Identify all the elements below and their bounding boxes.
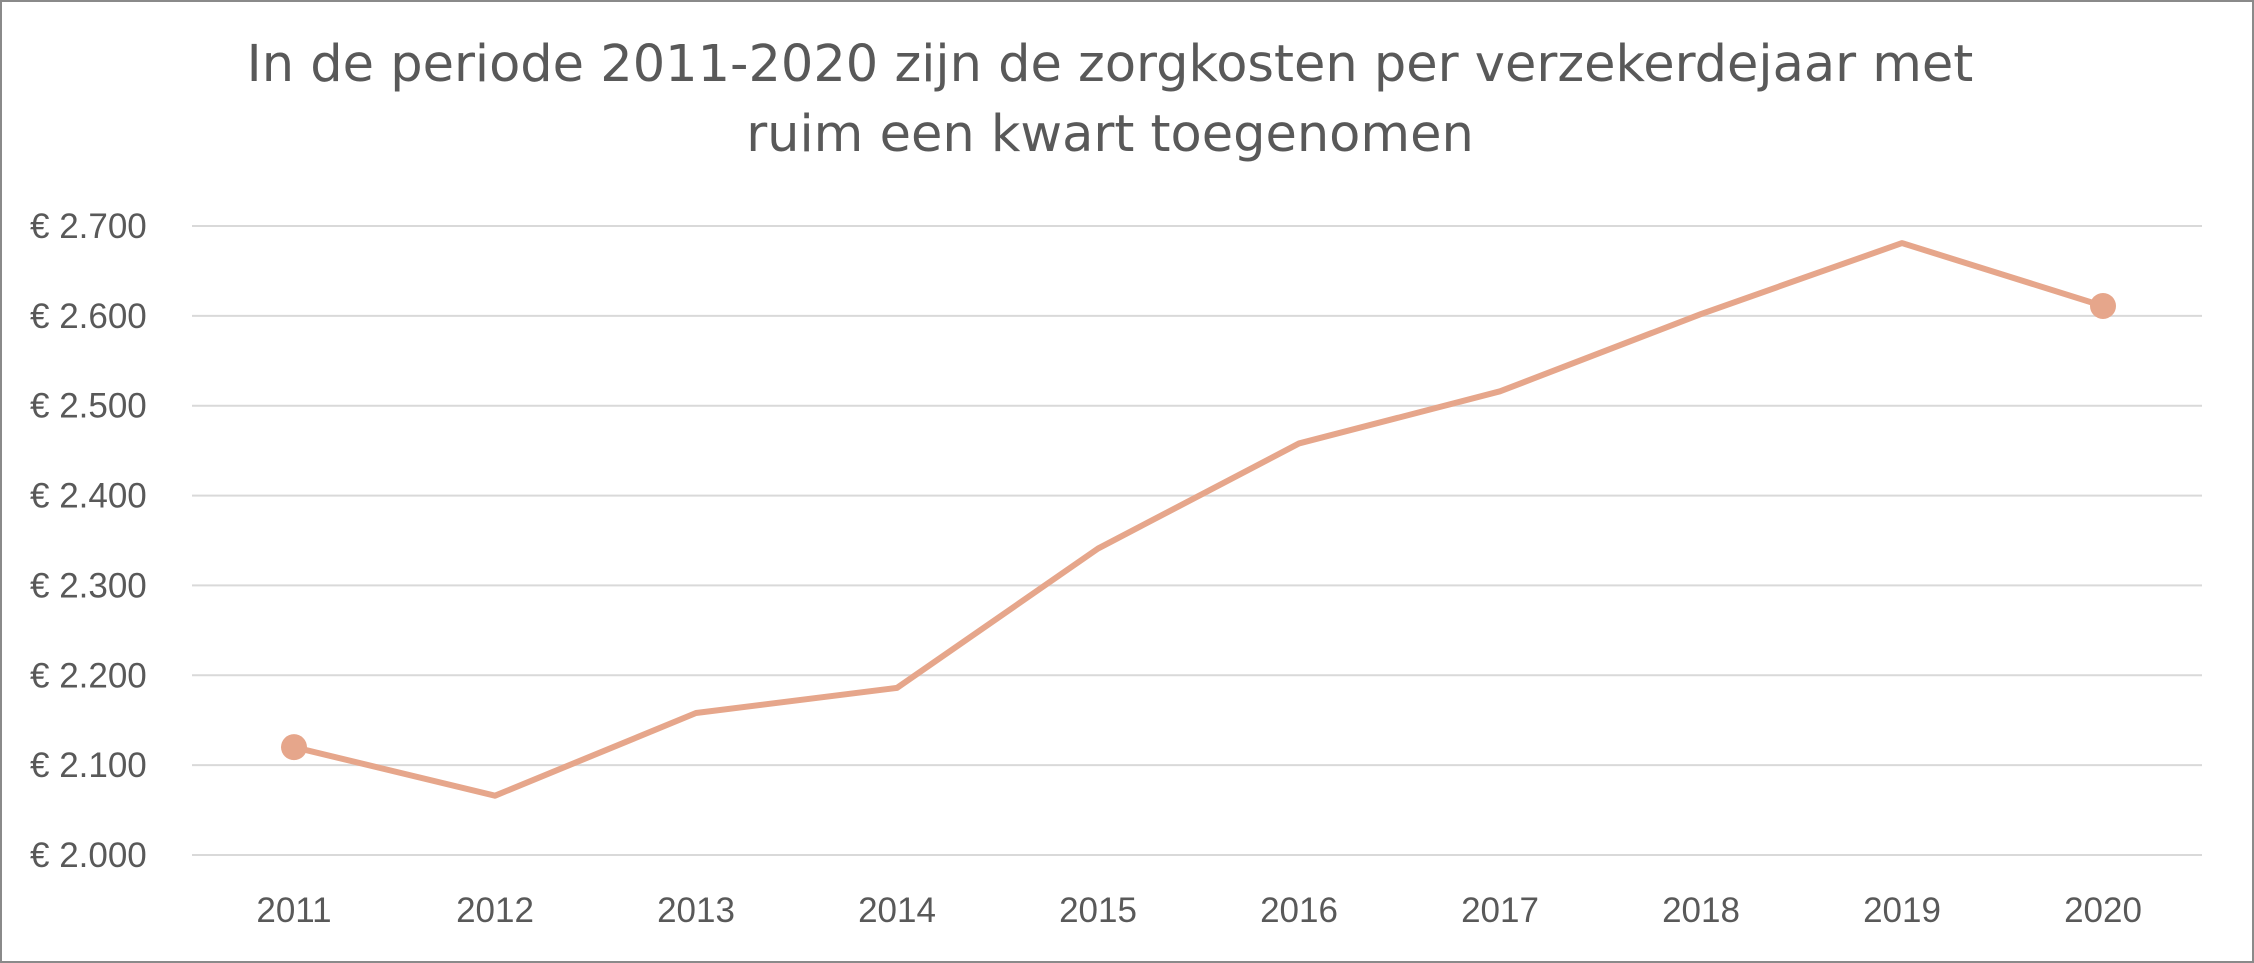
y-tick-label: € 2.500 <box>30 387 147 426</box>
y-tick-label: € 2.600 <box>30 297 147 336</box>
y-tick-label: € 2.400 <box>30 477 147 516</box>
x-tick-label: 2016 <box>1260 891 1338 930</box>
chart-title: In de periode 2011-2020 zijn de zorgkost… <box>0 30 2220 170</box>
x-tick-label: 2011 <box>256 891 331 930</box>
x-tick-label: 2015 <box>1059 891 1137 930</box>
x-tick-label: 2012 <box>456 891 534 930</box>
series-line <box>281 240 2116 799</box>
x-axis-labels: 2011 2012 2013 2014 2015 2016 2017 2018 2019 2020 <box>256 891 2142 930</box>
x-tick-label: 2014 <box>858 891 936 930</box>
x-tick-label: 2018 <box>1662 891 1740 930</box>
y-axis-labels: € 2.000 € 2.100 € 2.200 € 2.300 € 2.400 € 2.5… <box>30 207 147 875</box>
y-tick-label: € 2.300 <box>30 566 147 605</box>
x-tick-label: 2020 <box>2064 891 2142 930</box>
y-tick-label: € 2.200 <box>30 656 147 695</box>
chart-title-line-2: ruim een kwart toegenomen <box>746 105 1474 164</box>
x-tick-label: 2013 <box>657 891 735 930</box>
y-tick-label: € 2.000 <box>30 836 147 875</box>
x-tick-label: 2017 <box>1461 891 1539 930</box>
data-point-2020 <box>2090 292 2116 319</box>
y-tick-label: € 2.700 <box>30 207 147 246</box>
x-tick-label: 2019 <box>1863 891 1941 930</box>
chart-title-line-1: In de periode 2011-2020 zijn de zorgkost… <box>246 35 1974 94</box>
y-tick-label: € 2.100 <box>30 746 147 785</box>
series-polyline <box>291 240 2106 799</box>
gridlines <box>192 225 2202 856</box>
data-point-2011 <box>281 734 307 761</box>
